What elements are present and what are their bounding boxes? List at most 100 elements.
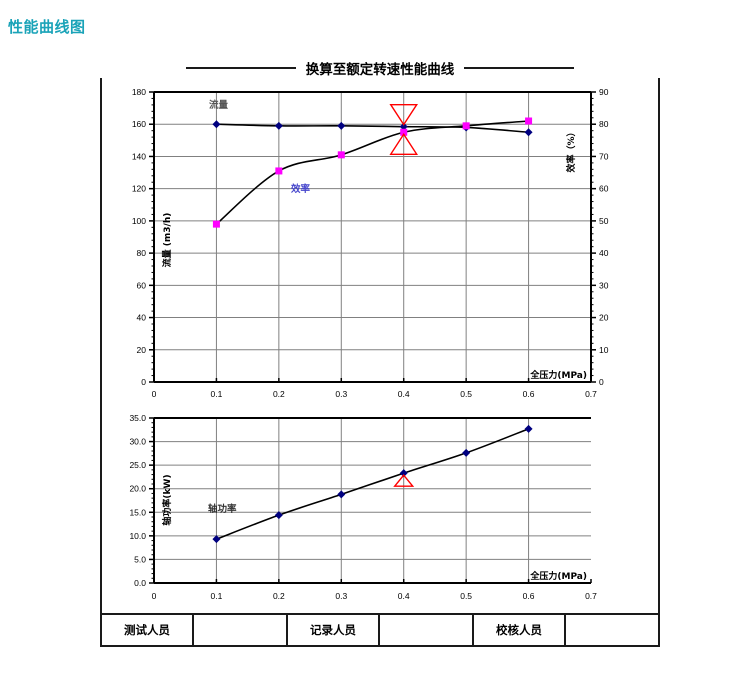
- y-axis-right-title: 效率（%）: [565, 127, 577, 172]
- data-point-marker: [274, 121, 283, 130]
- report-frame: [100, 64, 660, 647]
- data-point-marker: [462, 122, 470, 130]
- operating-point-marker-triangle-up: [393, 474, 415, 487]
- tick-label-right: 60: [599, 184, 609, 194]
- tick-label-left: 0: [141, 377, 146, 387]
- tick-label-right: 20: [599, 313, 609, 323]
- tick-label-left: 20.0: [129, 484, 146, 494]
- tick-label-left: 25.0: [129, 460, 146, 470]
- tick-label-x: 0: [152, 389, 157, 399]
- tick-label-x: 0.6: [523, 591, 535, 601]
- tick-label-x: 0.7: [585, 591, 597, 601]
- tick-label-right: 90: [599, 87, 609, 97]
- tick-label-left: 160: [132, 119, 146, 129]
- tick-label-x: 0.2: [273, 389, 285, 399]
- data-point-marker: [212, 535, 221, 544]
- tick-label-left: 100: [132, 216, 146, 226]
- tick-label-x: 0.7: [585, 389, 597, 399]
- data-point-marker: [275, 167, 283, 175]
- series-curve: [216, 428, 529, 540]
- tick-label-x: 0: [152, 591, 157, 601]
- signature-table: 测试人员 记录人员 校核人员: [102, 613, 658, 645]
- tick-label-left: 80: [137, 248, 147, 258]
- chart-title: 换算至额定转速性能曲线: [305, 62, 455, 78]
- data-point-marker: [274, 511, 283, 520]
- tick-label-x: 0.6: [523, 389, 535, 399]
- axes: 0 20 40 60 80 100 120 140 160 180 0 10 20 30 40 50 60 70 8…: [132, 87, 609, 399]
- tick-label-right: 40: [599, 248, 609, 258]
- tick-label-right: 0: [599, 377, 604, 387]
- tick-label-left: 10.0: [129, 531, 146, 541]
- data-point-marker: [212, 120, 221, 129]
- signature-value-tester[interactable]: [194, 615, 288, 645]
- page-title: 性能曲线图: [8, 19, 86, 36]
- x-axis-title: 全压力(MPa): [529, 570, 587, 582]
- operating-point-marker-triangle-down: [389, 103, 419, 126]
- signature-label-tester: 测试人员: [102, 615, 194, 645]
- tick-label-x: 0.1: [211, 591, 223, 601]
- upper-plot-svg: 0 20 40 60 80 100 120 140 160 180 0 10 20 30 40 50 60 70 8…: [132, 87, 609, 399]
- data-point-marker: [462, 448, 471, 457]
- series-label-flow: 流量: [209, 99, 229, 111]
- tick-label-left: 30.0: [129, 437, 146, 447]
- y-axis-left-title: 轴功率(kW): [161, 474, 173, 525]
- gridlines: [154, 92, 591, 382]
- data-point-marker: [212, 220, 220, 228]
- performance-chart-upper: 0 20 40 60 80 100 120 140 160 180 0 10 20 30 40 50 60 70 8…: [108, 80, 656, 400]
- tick-label-left: 35.0: [129, 413, 146, 423]
- title-rule-left: [185, 67, 296, 69]
- lower-plot-svg: 0.0 5.0 10.0 15.0 20.0 25.0 30.0 35.0 0 0.1 0.2 0.3…: [129, 413, 597, 601]
- axes: 0.0 5.0 10.0 15.0 20.0 25.0 30.0 35.0 0 0.1 0.2 0.3…: [129, 413, 597, 601]
- signature-value-recorder[interactable]: [380, 615, 474, 645]
- tick-label-right: 50: [599, 216, 609, 226]
- data-point-marker: [399, 122, 408, 131]
- y-axis-left-title: 流量 (m3/h): [161, 213, 173, 268]
- series-label-efficiency: 效率: [291, 183, 311, 195]
- operating-point-marker-triangle-up: [389, 132, 419, 155]
- signature-label-checker: 校核人员: [474, 615, 566, 645]
- tick-label-left: 40: [137, 313, 147, 323]
- data-point-marker: [337, 121, 346, 130]
- annotations: [389, 103, 419, 155]
- tick-label-left: 0.0: [134, 578, 146, 588]
- series-curve: [215, 120, 529, 225]
- signature-label-recorder: 记录人员: [288, 615, 380, 645]
- tick-label-left: 20: [137, 345, 147, 355]
- labels: 轴功率(kW) 全压力(MPa) 轴功率: [161, 474, 587, 582]
- tick-label-x: 0.4: [398, 591, 410, 601]
- shaft-power-chart-lower: 0.0 5.0 10.0 15.0 20.0 25.0 30.0 35.0 0 0.1 0.2 0.3…: [108, 408, 656, 608]
- tick-label-left: 60: [137, 280, 147, 290]
- tick-label-left: 180: [132, 87, 146, 97]
- data-point-marker: [337, 151, 345, 159]
- series-1: [212, 424, 533, 544]
- x-axis-title: 全压力(MPa): [529, 369, 587, 381]
- tick-label-right: 70: [599, 151, 609, 161]
- tick-label-x: 0.2: [273, 591, 285, 601]
- tick-label-x: 0.5: [460, 591, 472, 601]
- tick-label-left: 15.0: [129, 507, 146, 517]
- series-curve: [216, 123, 529, 134]
- tick-label-left: 120: [132, 184, 146, 194]
- tick-label-x: 0.3: [335, 389, 347, 399]
- data-point-marker: [524, 424, 533, 433]
- tick-label-left: 140: [132, 151, 146, 161]
- tick-label-left: 5.0: [134, 554, 146, 564]
- tick-label-right: 10: [599, 345, 609, 355]
- tick-label-right: 30: [599, 280, 609, 290]
- title-rule-right: [464, 67, 575, 69]
- tick-label-x: 0.4: [398, 389, 410, 399]
- data-point-marker: [399, 469, 408, 478]
- tick-label-x: 0.1: [211, 389, 223, 399]
- tick-label-right: 80: [599, 119, 609, 129]
- chart-title-band: 换算至额定转速性能曲线: [100, 58, 660, 78]
- series-1: [212, 120, 533, 137]
- signature-value-checker[interactable]: [566, 615, 658, 645]
- data-point-marker: [524, 128, 533, 137]
- series-label-shaft-power: 轴功率: [208, 503, 237, 515]
- gridlines: [154, 418, 591, 583]
- annotations: [393, 474, 415, 487]
- data-point-marker: [525, 117, 533, 125]
- tick-label-x: 0.5: [460, 389, 472, 399]
- tick-label-x: 0.3: [335, 591, 347, 601]
